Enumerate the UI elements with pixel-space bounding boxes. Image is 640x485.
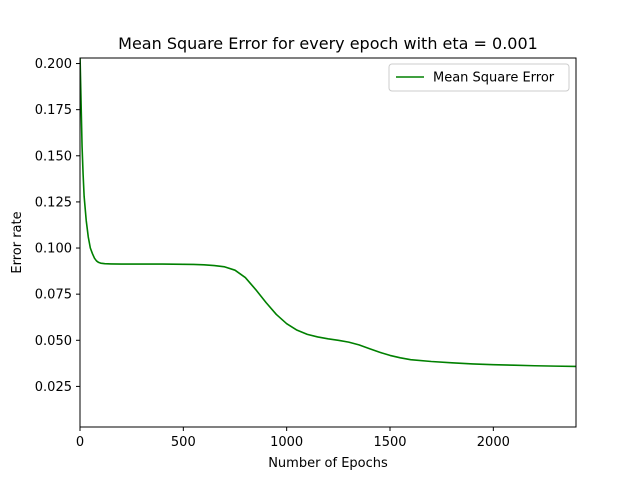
legend-frame <box>388 63 570 92</box>
y-tick-label: 0.125 <box>35 195 72 210</box>
y-tick-label: 0.025 <box>35 380 72 395</box>
legend-label-mean-square-error: Mean Square Error <box>433 71 555 86</box>
x-axis-label: Number of Epochs <box>268 456 388 471</box>
data-layer <box>80 58 576 368</box>
y-tick-label: 0.150 <box>35 149 72 164</box>
axes-layer <box>79 57 577 428</box>
x-tick-label: 500 <box>171 435 196 450</box>
y-axis-label: Error rate <box>10 211 25 273</box>
y-tick-label: 0.200 <box>35 57 72 72</box>
x-tick-label: 1500 <box>373 435 406 450</box>
series-line-mean-square-error <box>80 58 576 368</box>
y-tick-label: 0.175 <box>35 103 72 118</box>
x-tick-label: 1000 <box>270 435 303 450</box>
y-tick-label: 0.050 <box>35 334 72 349</box>
y-axis-ticks: 0.025 0.050 0.075 0.100 0.125 0.150 0.175 0.200 <box>35 57 80 395</box>
y-tick-label: 0.075 <box>35 288 72 303</box>
x-tick-label: 2000 <box>477 435 510 450</box>
plot-frame <box>79 57 577 428</box>
plot-area <box>80 58 576 427</box>
chart-title: Mean Square Error for every epoch with e… <box>118 34 538 53</box>
y-tick-label: 0.100 <box>35 242 72 257</box>
x-axis-ticks: 0 500 1000 1500 2000 <box>76 427 510 450</box>
legend: Mean Square Error <box>388 63 570 92</box>
x-tick-label: 0 <box>76 435 84 450</box>
